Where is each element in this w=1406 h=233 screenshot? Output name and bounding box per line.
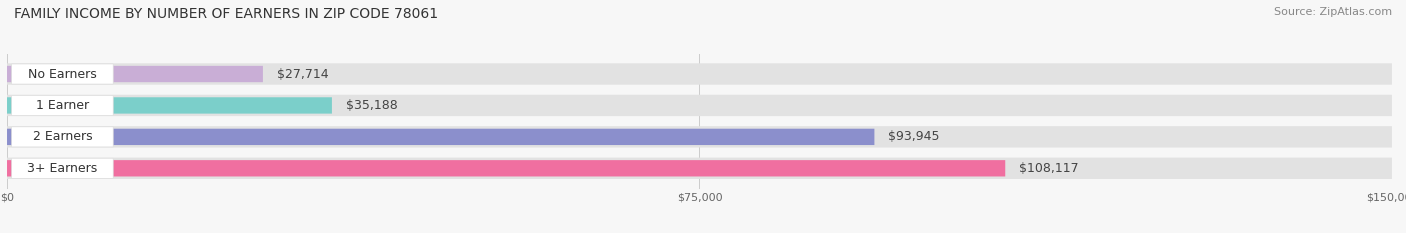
FancyBboxPatch shape: [7, 160, 1005, 176]
FancyBboxPatch shape: [7, 63, 1392, 85]
FancyBboxPatch shape: [7, 95, 1392, 116]
Text: FAMILY INCOME BY NUMBER OF EARNERS IN ZIP CODE 78061: FAMILY INCOME BY NUMBER OF EARNERS IN ZI…: [14, 7, 439, 21]
Text: 1 Earner: 1 Earner: [37, 99, 89, 112]
Text: No Earners: No Earners: [28, 68, 97, 81]
Text: 3+ Earners: 3+ Earners: [27, 162, 97, 175]
FancyBboxPatch shape: [7, 66, 263, 82]
FancyBboxPatch shape: [7, 129, 875, 145]
FancyBboxPatch shape: [11, 95, 114, 116]
FancyBboxPatch shape: [11, 64, 114, 84]
Text: $35,188: $35,188: [346, 99, 398, 112]
Text: Source: ZipAtlas.com: Source: ZipAtlas.com: [1274, 7, 1392, 17]
FancyBboxPatch shape: [11, 127, 114, 147]
Text: $27,714: $27,714: [277, 68, 329, 81]
FancyBboxPatch shape: [7, 97, 332, 114]
FancyBboxPatch shape: [7, 158, 1392, 179]
Text: $93,945: $93,945: [889, 130, 939, 143]
FancyBboxPatch shape: [7, 126, 1392, 147]
Text: $108,117: $108,117: [1019, 162, 1078, 175]
FancyBboxPatch shape: [11, 158, 114, 178]
Text: 2 Earners: 2 Earners: [32, 130, 93, 143]
